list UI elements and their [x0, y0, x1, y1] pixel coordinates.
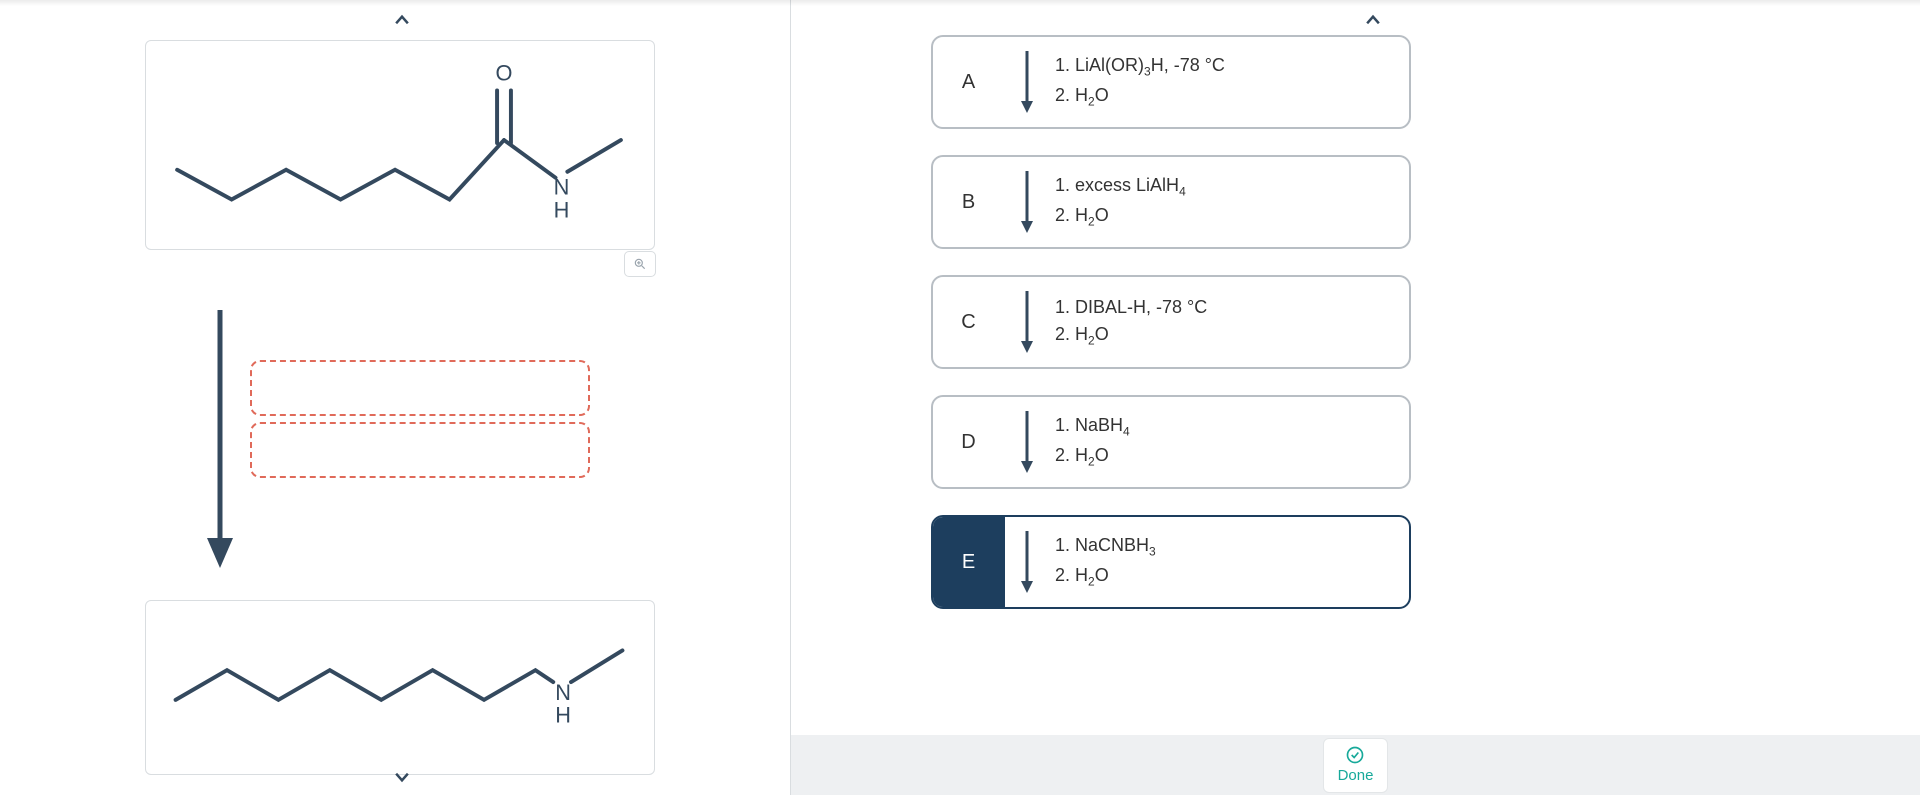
option-body: 1. DIBAL-H, -78 °C 2. H2O: [1005, 277, 1409, 367]
starting-material-card: O N H: [145, 40, 655, 250]
mini-arrow-icon: [1017, 527, 1037, 597]
option-line-2: 2. H2O: [1055, 205, 1186, 229]
option-card-d[interactable]: D 1. NaBH4 2. H2O: [931, 395, 1411, 489]
done-button[interactable]: Done: [1323, 738, 1389, 793]
atom-label-n: N: [555, 680, 571, 705]
question-pane: O N H N H: [0, 0, 790, 795]
option-line-2: 2. H2O: [1055, 324, 1207, 348]
option-letter: B: [933, 157, 1005, 247]
option-line-2: 2. H2O: [1055, 85, 1225, 109]
option-lines: 1. NaBH4 2. H2O: [1055, 415, 1130, 468]
option-card-b[interactable]: B 1. excess LiAlH4 2. H2O: [931, 155, 1411, 249]
option-letter: E: [933, 517, 1005, 607]
atom-label-h: H: [555, 703, 571, 728]
scroll-up-right[interactable]: [1361, 8, 1385, 32]
option-lines: 1. DIBAL-H, -78 °C 2. H2O: [1055, 297, 1207, 348]
option-body: 1. NaBH4 2. H2O: [1005, 397, 1409, 487]
option-line-1: 1. NaBH4: [1055, 415, 1130, 439]
drop-slot-1[interactable]: [250, 360, 590, 416]
scroll-up-left[interactable]: [390, 8, 414, 32]
option-body: 1. excess LiAlH4 2. H2O: [1005, 157, 1409, 247]
option-lines: 1. LiAl(OR)3H, -78 °C 2. H2O: [1055, 55, 1225, 108]
zoom-button[interactable]: [624, 251, 656, 277]
atom-label-o: O: [496, 61, 513, 86]
scroll-down-left[interactable]: [390, 765, 414, 789]
option-line-1: 1. LiAl(OR)3H, -78 °C: [1055, 55, 1225, 79]
option-card-a[interactable]: A 1. LiAl(OR)3H, -78 °C 2. H2O: [931, 35, 1411, 129]
bottom-bar: Done: [791, 735, 1920, 795]
reaction-arrow: [205, 310, 235, 575]
mini-arrow-icon: [1017, 167, 1037, 237]
option-line-1: 1. DIBAL-H, -78 °C: [1055, 297, 1207, 318]
option-line-2: 2. H2O: [1055, 445, 1130, 469]
mini-arrow-icon: [1017, 47, 1037, 117]
option-letter: D: [933, 397, 1005, 487]
atom-label-h: H: [554, 197, 570, 222]
option-lines: 1. excess LiAlH4 2. H2O: [1055, 175, 1186, 228]
option-body: 1. LiAl(OR)3H, -78 °C 2. H2O: [1005, 37, 1409, 127]
option-card-e[interactable]: E 1. NaCNBH3 2. H2O: [931, 515, 1411, 609]
reagent-drop-zone[interactable]: [250, 360, 590, 484]
option-body: 1. NaCNBH3 2. H2O: [1005, 517, 1409, 607]
product-card: N H: [145, 600, 655, 775]
option-letter: A: [933, 37, 1005, 127]
done-label: Done: [1338, 767, 1374, 784]
option-card-c[interactable]: C 1. DIBAL-H, -78 °C 2. H2O: [931, 275, 1411, 369]
drop-slot-2[interactable]: [250, 422, 590, 478]
option-line-2: 2. H2O: [1055, 565, 1156, 589]
option-letter: C: [933, 277, 1005, 367]
mini-arrow-icon: [1017, 287, 1037, 357]
option-lines: 1. NaCNBH3 2. H2O: [1055, 535, 1156, 588]
option-line-1: 1. excess LiAlH4: [1055, 175, 1186, 199]
option-line-1: 1. NaCNBH3: [1055, 535, 1156, 559]
atom-label-n: N: [554, 175, 570, 200]
mini-arrow-icon: [1017, 407, 1037, 477]
answers-pane: A 1. LiAl(OR)3H, -78 °C 2. H2O B 1. excess L…: [791, 0, 1920, 795]
